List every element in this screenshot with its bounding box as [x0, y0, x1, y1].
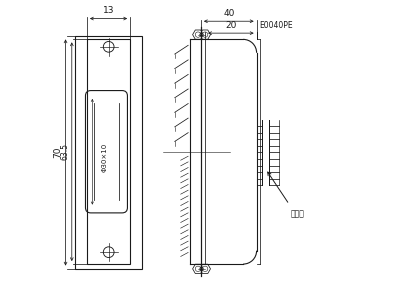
Bar [87, 39, 130, 264]
Text: Φ30×10: Φ30×10 [102, 143, 108, 172]
Text: 40: 40 [223, 9, 234, 18]
Text: 13: 13 [103, 6, 114, 15]
Text: E0040PE: E0040PE [259, 21, 293, 30]
Text: 电缆线: 电缆线 [291, 209, 305, 218]
Text: 63.5: 63.5 [61, 143, 70, 160]
Bar [75, 36, 142, 269]
Text: 70: 70 [54, 147, 63, 158]
Text: 20: 20 [225, 21, 237, 30]
